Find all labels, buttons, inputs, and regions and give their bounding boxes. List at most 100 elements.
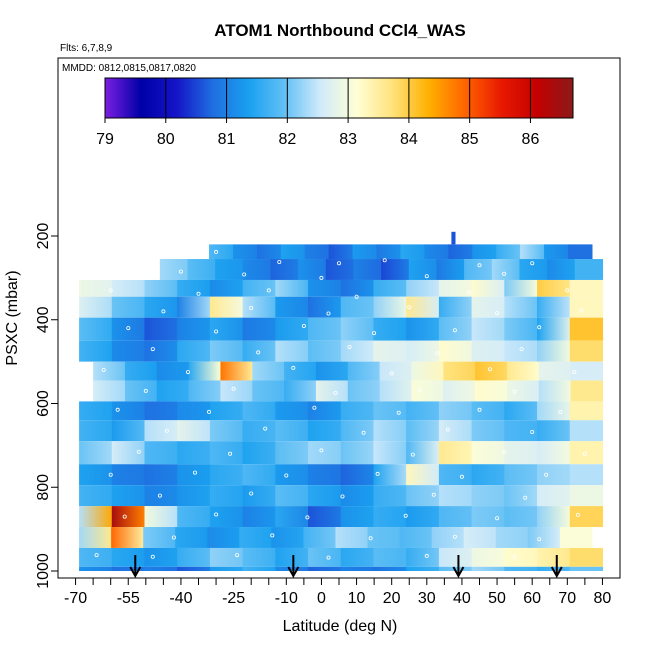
heatmap-cell	[308, 279, 342, 297]
x-tick-label: 40	[453, 590, 471, 607]
heatmap-cell	[406, 401, 440, 421]
sample-point	[192, 470, 197, 475]
y-tick-label: 400	[35, 306, 52, 333]
heatmap-cell	[284, 361, 317, 381]
heatmap-cell	[144, 506, 178, 528]
sample-point	[319, 275, 324, 280]
heatmap-cell	[111, 485, 146, 507]
heatmap-cell	[569, 566, 604, 571]
sample-point	[150, 347, 155, 352]
heatmap-cell	[340, 296, 375, 318]
heatmap-cell	[242, 441, 276, 465]
sample-point	[277, 259, 282, 264]
heatmap-cell	[308, 441, 342, 465]
sample-point	[537, 537, 542, 542]
heatmap-cell	[177, 547, 211, 567]
heatmap-cell	[520, 244, 545, 260]
heatmap-cell	[448, 244, 473, 260]
heatmap-cell	[373, 547, 407, 567]
heatmap-cell	[242, 566, 276, 571]
heatmap-cell	[570, 380, 604, 402]
heatmap-cell	[124, 380, 158, 402]
heatmap-cell	[408, 259, 438, 280]
heatmap-cell	[308, 420, 342, 442]
heatmap-cell	[406, 464, 440, 486]
heatmap-cell	[400, 244, 425, 260]
heatmap-cell	[443, 380, 476, 402]
heatmap-cell	[340, 317, 375, 341]
profile-arrow	[452, 555, 465, 579]
sample-point	[326, 311, 331, 316]
sample-point	[424, 274, 429, 279]
sample-point	[502, 450, 507, 455]
heatmap-cell	[315, 380, 349, 402]
heatmap-cell	[347, 380, 381, 402]
flights-label: Flts: 6,7,8,9	[60, 43, 113, 54]
heatmap-cell	[438, 547, 473, 567]
heatmap-cell	[275, 279, 309, 297]
x-tick-label: -40	[169, 590, 192, 607]
sample-point	[347, 344, 352, 349]
heatmap-cell	[220, 361, 253, 381]
heatmap-cell	[308, 401, 342, 421]
colorbar-tick-label: 80	[157, 131, 175, 148]
heatmap-cell	[232, 244, 258, 260]
heatmap-cell	[373, 401, 407, 421]
heatmap-cell	[328, 244, 354, 260]
heatmap-cell	[340, 401, 375, 421]
heatmap-cell	[270, 259, 299, 280]
heatmap-cell	[242, 259, 272, 280]
sample-point	[502, 271, 507, 276]
sample-point	[572, 370, 577, 375]
heatmap-cell	[209, 566, 244, 571]
sample-point	[495, 516, 500, 521]
heatmap-cell	[79, 401, 113, 421]
heatmap-cell	[506, 380, 540, 402]
sample-point	[150, 554, 155, 559]
colorbar-tick-label: 81	[218, 131, 236, 148]
sample-point	[214, 512, 219, 517]
heatmap-cell	[569, 401, 604, 421]
heatmap-cell	[379, 380, 413, 402]
sample-point	[495, 311, 500, 316]
sample-point	[361, 430, 366, 435]
heatmap-cell	[373, 441, 407, 465]
heatmap-cell	[177, 420, 211, 442]
sample-point	[512, 389, 517, 394]
heatmap-cell	[471, 485, 505, 507]
sample-point	[263, 426, 268, 431]
heatmap-cell	[569, 296, 604, 318]
heatmap-cell	[177, 279, 211, 297]
heatmap-cell	[438, 420, 473, 442]
heatmap-cell	[79, 420, 113, 442]
heatmap-cell	[340, 464, 375, 486]
sample-point	[291, 365, 296, 370]
heatmap-cell	[79, 506, 113, 528]
heatmap-cell	[275, 340, 309, 362]
heatmap-cell	[303, 527, 337, 548]
heatmap-cell	[471, 340, 505, 362]
heatmap-cell	[93, 361, 126, 381]
x-tick-label: -25	[222, 590, 245, 607]
heatmap-cell	[242, 401, 276, 421]
heatmap-cell	[373, 485, 407, 507]
sample-points	[94, 249, 587, 560]
heatmap-cell	[340, 420, 375, 442]
heatmap-cell	[438, 317, 473, 341]
sample-point	[530, 261, 535, 266]
heatmap-cell	[443, 361, 476, 381]
heatmap-cell	[252, 361, 285, 381]
heatmap-cell	[242, 296, 276, 318]
heatmap-cell	[177, 441, 211, 465]
heatmap-cell	[504, 441, 538, 465]
heatmap-cell	[304, 244, 330, 260]
heatmap-cell	[275, 485, 309, 507]
heatmap-cell	[406, 485, 440, 507]
heatmap-cell	[275, 506, 309, 528]
heatmap-cell	[438, 279, 473, 297]
heatmap-cell	[275, 566, 309, 571]
heatmap-cell	[406, 340, 440, 362]
heatmap-cell	[308, 485, 342, 507]
heatmap-cell	[436, 259, 465, 280]
heatmap-cell	[111, 279, 146, 297]
